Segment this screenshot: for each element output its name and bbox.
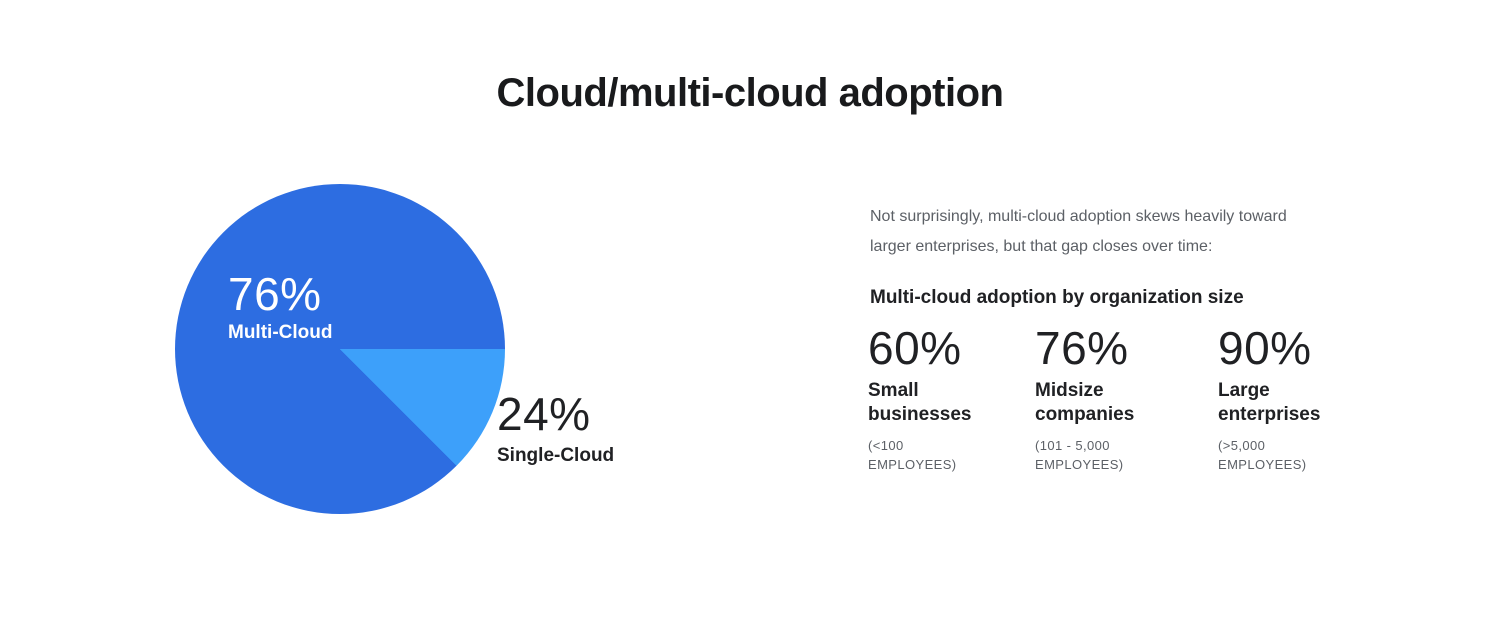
stat-value: 90% — [1218, 322, 1312, 374]
stat-small-businesses: 60% Small businesses (<100 EMPLOYEES) — [868, 323, 1023, 474]
section-heading: Multi-cloud adoption by organization siz… — [870, 287, 1244, 308]
pie-chart — [175, 184, 505, 514]
stat-label: Small businesses — [868, 380, 972, 425]
single-cloud-value: 24% — [497, 388, 591, 440]
stat-label: Large enterprises — [1218, 380, 1321, 425]
stat-value: 60% — [868, 322, 962, 374]
stat-detail: (>5,000 EMPLOYEES) — [1218, 438, 1307, 472]
stat-value: 76% — [1035, 322, 1129, 374]
single-cloud-label: Single-Cloud — [497, 445, 615, 466]
stat-large-enterprises: 90% Large enterprises (>5,000 EMPLOYEES) — [1218, 323, 1373, 474]
page-title: Cloud/multi-cloud adoption — [496, 71, 1004, 115]
stats-row: 60% Small businesses (<100 EMPLOYEES) 76… — [868, 323, 1348, 483]
stat-midsize-companies: 76% Midsize companies (101 - 5,000 EMPLO… — [1035, 323, 1190, 474]
multi-cloud-value: 76% — [228, 268, 322, 320]
intro-text: Not surprisingly, multi-cloud adoption s… — [870, 208, 1287, 255]
stat-detail: (101 - 5,000 EMPLOYEES) — [1035, 438, 1124, 472]
stat-label: Midsize companies — [1035, 380, 1135, 425]
pie-slice-label-single-cloud: 24% Single-Cloud — [497, 389, 614, 467]
pie-slice-label-multi-cloud: 76% Multi-Cloud — [228, 269, 332, 344]
stat-detail: (<100 EMPLOYEES) — [868, 438, 957, 472]
multi-cloud-label: Multi-Cloud — [228, 322, 333, 343]
